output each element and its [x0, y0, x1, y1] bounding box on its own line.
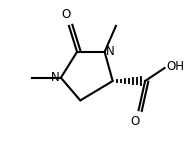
Text: N: N [51, 71, 59, 84]
Text: O: O [61, 8, 70, 21]
Text: N: N [106, 45, 115, 58]
Text: OH: OH [166, 60, 184, 73]
Text: O: O [131, 115, 140, 128]
